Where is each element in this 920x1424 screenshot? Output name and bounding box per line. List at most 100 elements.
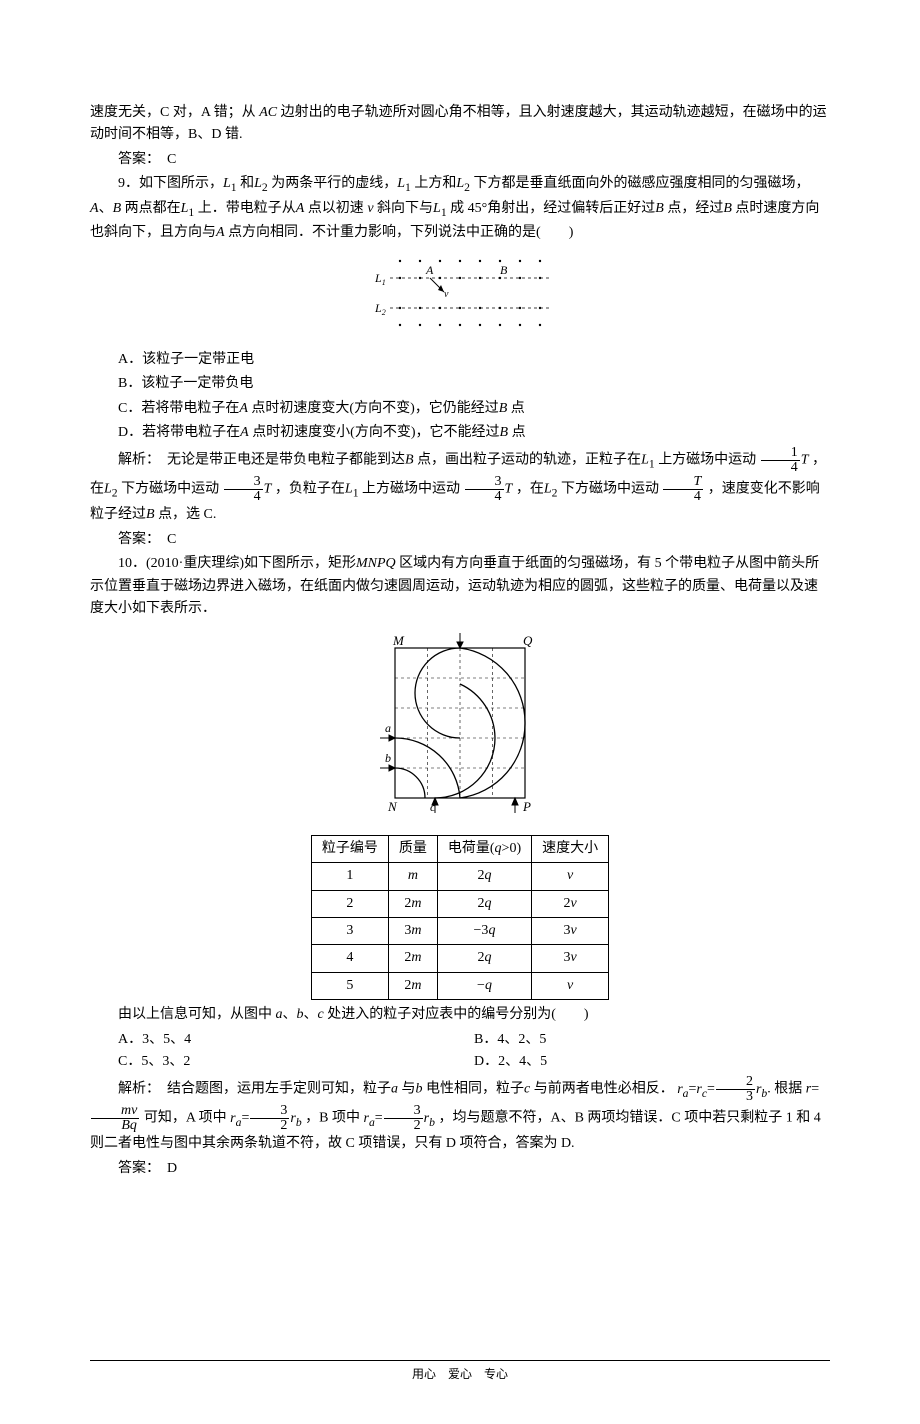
label-L1: L1 [374,271,386,287]
q10-answer: 答案： D [90,1158,830,1180]
text: 下方磁场中运动 [121,482,219,497]
text: 与 [402,1082,416,1097]
text: 成 45°角射出，经过偏转后正好过 [450,201,655,216]
var: A [296,201,305,216]
table-row: 42m2q3v [311,945,608,972]
text: 上方和 [414,176,456,191]
td: 3m [388,917,437,944]
table-row: 22m2q2v [311,890,608,917]
td: 1 [311,863,388,890]
eq: rc [696,1082,707,1097]
var: v [367,201,373,216]
text: ，B 项中 [305,1111,360,1126]
label-L2: L2 [374,301,386,317]
label-M: M [392,633,405,648]
q10-opt-b: B．4、2、5 [474,1029,830,1051]
text: 解析： 结合题图，运用左手定则可知，粒子 [118,1082,391,1097]
eq: ra [363,1111,374,1126]
var: c [524,1082,530,1097]
q10-options-row2: C．5、3、2 D．2、4、5 [90,1051,830,1073]
var: A [240,425,249,440]
q10-question: 由以上信息可知，从图中 a、b、c 处进入的粒子对应表中的编号分别为( ) [90,1004,830,1026]
frac: mvBq [91,1104,139,1133]
var: A [216,225,225,240]
text: 下方都是垂直纸面向外的磁感应强度相同的匀强磁场， [474,176,810,191]
td: 2q [437,945,531,972]
label-A: A [425,263,434,277]
td: 4 [311,945,388,972]
text: 9．如下图所示， [118,176,223,191]
text: 根据 [774,1082,802,1097]
frac: 23 [716,1075,755,1104]
q9-opt-a: A．该粒子一定带正电 [90,349,830,371]
var: L [433,201,441,216]
var: B [655,201,664,216]
q9-opt-c: C．若将带电粒子在A 点时初速度变大(方向不变)，它仍能经过B 点 [90,398,830,420]
th: 电荷量(q>0) [437,835,531,862]
var: B [146,507,155,522]
answer: 答案： C [90,149,830,171]
var: B [723,201,732,216]
text: 可知，A 项中 [144,1111,227,1126]
figure-q9: L1 L2 A B v [90,253,830,341]
label-N: N [387,799,398,814]
q9-solution: 解析： 无论是带正电还是带负电粒子都能到达B 点，画出粒子运动的轨迹，正粒子在L… [90,446,830,526]
text: 为两条平行的虚线， [271,176,397,191]
table-row: 52m−qv [311,972,608,999]
text: 和 [240,176,254,191]
td: −q [437,972,531,999]
q9-answer: 答案： C [90,529,830,551]
q10-options-row1: A．3、5、4 B．4、2、5 [90,1029,830,1051]
text: 下方磁场中运动 [561,482,659,497]
intro-para: 速度无关，C 对，A 错；从 AC 边射出的电子轨迹所对圆心角不相等，且入射速度… [90,102,830,147]
text: 斜向下与 [377,201,433,216]
td: 3v [532,917,609,944]
text: 点时初速度变大(方向不变)，它仍能经过 [251,401,498,416]
frac: 32 [384,1104,423,1133]
q10-opt-a: A．3、5、4 [118,1029,474,1051]
q10-stem: 10．(2010·重庆理综)如下图所示，矩形MNPQ 区域内有方向垂直于纸面的匀… [90,553,830,620]
var: T [264,482,272,497]
frac: T4 [663,475,703,504]
var: L [345,482,353,497]
var: L [456,176,464,191]
text: D．若将带电粒子在 [118,425,240,440]
td: 2v [532,890,609,917]
text: 点 [512,425,526,440]
q9-opt-b: B．该粒子一定带负电 [90,373,830,395]
var: B [500,425,509,440]
text: 与前两者电性必相反． [534,1082,674,1097]
td: m [388,863,437,890]
text: 点，画出粒子运动的轨迹，正粒子在 [417,453,641,468]
var-AC: AC [259,105,277,120]
td: 3v [532,945,609,972]
var: b [416,1082,423,1097]
td: 2m [388,890,437,917]
page-footer: 用心 爱心 专心 [90,1360,830,1384]
var: T [801,453,809,468]
table-row: 33m−3q3v [311,917,608,944]
label-b: b [385,751,391,765]
text: 点方向相同．不计重力影响，下列说法中正确的是( ) [228,225,573,240]
text: 点 [511,401,525,416]
var: T [505,482,513,497]
text: 解析： 无论是带正电还是带负电粒子都能到达 [118,453,405,468]
text: 上．带电粒子从 [198,201,296,216]
text: 电性相同，粒子 [426,1082,524,1097]
text: 上方磁场中运动 [362,482,460,497]
label-P: P [522,799,531,814]
var: L [223,176,231,191]
th: 粒子编号 [311,835,388,862]
td: 5 [311,972,388,999]
text: 点，经过 [667,201,723,216]
label-c: c [430,800,436,814]
eq: rb [756,1082,767,1097]
frac: 14 [761,446,800,475]
text: 10．(2010·重庆理综)如下图所示，矩形 [118,556,356,571]
td: 3 [311,917,388,944]
text: 点时初速度变小(方向不变)，它不能经过 [252,425,499,440]
text: 速度无关，C 对，A 错；从 [90,105,256,120]
q10-opt-c: C．5、3、2 [118,1051,474,1073]
var: L [641,453,649,468]
td: 2q [437,863,531,890]
